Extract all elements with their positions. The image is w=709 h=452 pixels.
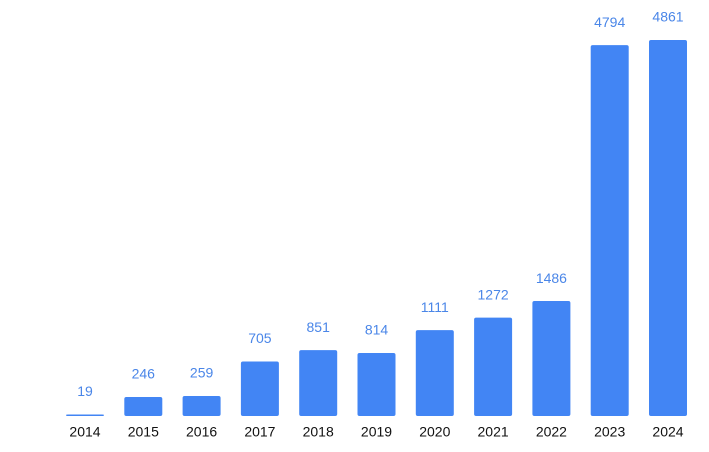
- bar: [474, 317, 513, 416]
- x-tick-label: 2019: [361, 424, 392, 440]
- value-label: 246: [132, 366, 156, 382]
- bar: [240, 361, 279, 416]
- bar: [182, 395, 221, 416]
- bar: [590, 45, 629, 417]
- x-tick-label: 2014: [69, 424, 100, 440]
- bar: [299, 350, 338, 416]
- bar: [124, 396, 163, 416]
- x-tick-label: 2018: [303, 424, 334, 440]
- value-label: 1272: [478, 286, 509, 302]
- bar: [532, 301, 571, 416]
- bar: [649, 40, 687, 416]
- value-label: 1486: [536, 270, 567, 286]
- value-label: 259: [190, 365, 214, 381]
- x-tick-label: 2023: [594, 424, 625, 440]
- x-tick-label: 2017: [244, 424, 275, 440]
- bar: [415, 330, 454, 416]
- x-tick-label: 2020: [419, 424, 450, 440]
- bar: [357, 353, 396, 416]
- bar: [66, 414, 104, 416]
- value-label: 1111: [421, 299, 449, 315]
- value-label: 705: [248, 330, 272, 346]
- value-label: 814: [365, 322, 389, 338]
- value-label: 19: [77, 383, 93, 399]
- x-tick-label: 2022: [536, 424, 567, 440]
- value-label: 4861: [652, 9, 683, 25]
- x-tick-label: 2016: [186, 424, 217, 440]
- x-tick-label: 2015: [128, 424, 159, 440]
- x-tick-label: 2021: [478, 424, 509, 440]
- value-label: 851: [307, 319, 331, 335]
- value-label: 4794: [594, 14, 625, 30]
- x-tick-label: 2024: [652, 424, 683, 440]
